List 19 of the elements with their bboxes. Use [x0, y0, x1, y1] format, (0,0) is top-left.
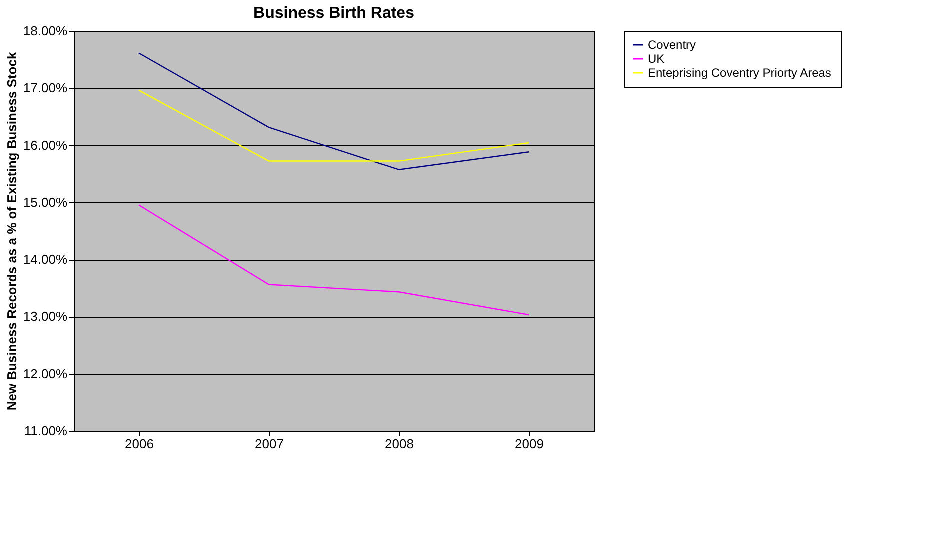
y-tick-label: 12.00% [23, 366, 68, 382]
chart-title: Business Birth Rates [254, 5, 415, 22]
legend-label: Coventry [648, 38, 696, 52]
line-series [138, 52, 530, 170]
y-tick-label: 13.00% [23, 309, 68, 324]
line-series [138, 204, 530, 316]
legend-label: Enteprising Coventry Priorty Areas [648, 66, 832, 80]
x-tick-label: 2006 [125, 436, 154, 452]
y-axis-title: New Business Records as a % of Existing Business Stock [4, 52, 20, 411]
y-tick-label: 18.00% [23, 24, 68, 38]
y-tick-label: 15.00% [23, 194, 68, 210]
legend-label: UK [648, 52, 665, 66]
y-tick-label: 16.00% [23, 138, 68, 153]
x-tick-label: 2007 [255, 436, 284, 452]
y-tick-label: 14.00% [23, 252, 68, 268]
x-tick-label: 2008 [385, 436, 414, 452]
y-tick-label: 17.00% [23, 80, 68, 96]
x-tick-label: 2009 [515, 436, 544, 452]
y-tick-label: 11.00% [24, 424, 68, 438]
